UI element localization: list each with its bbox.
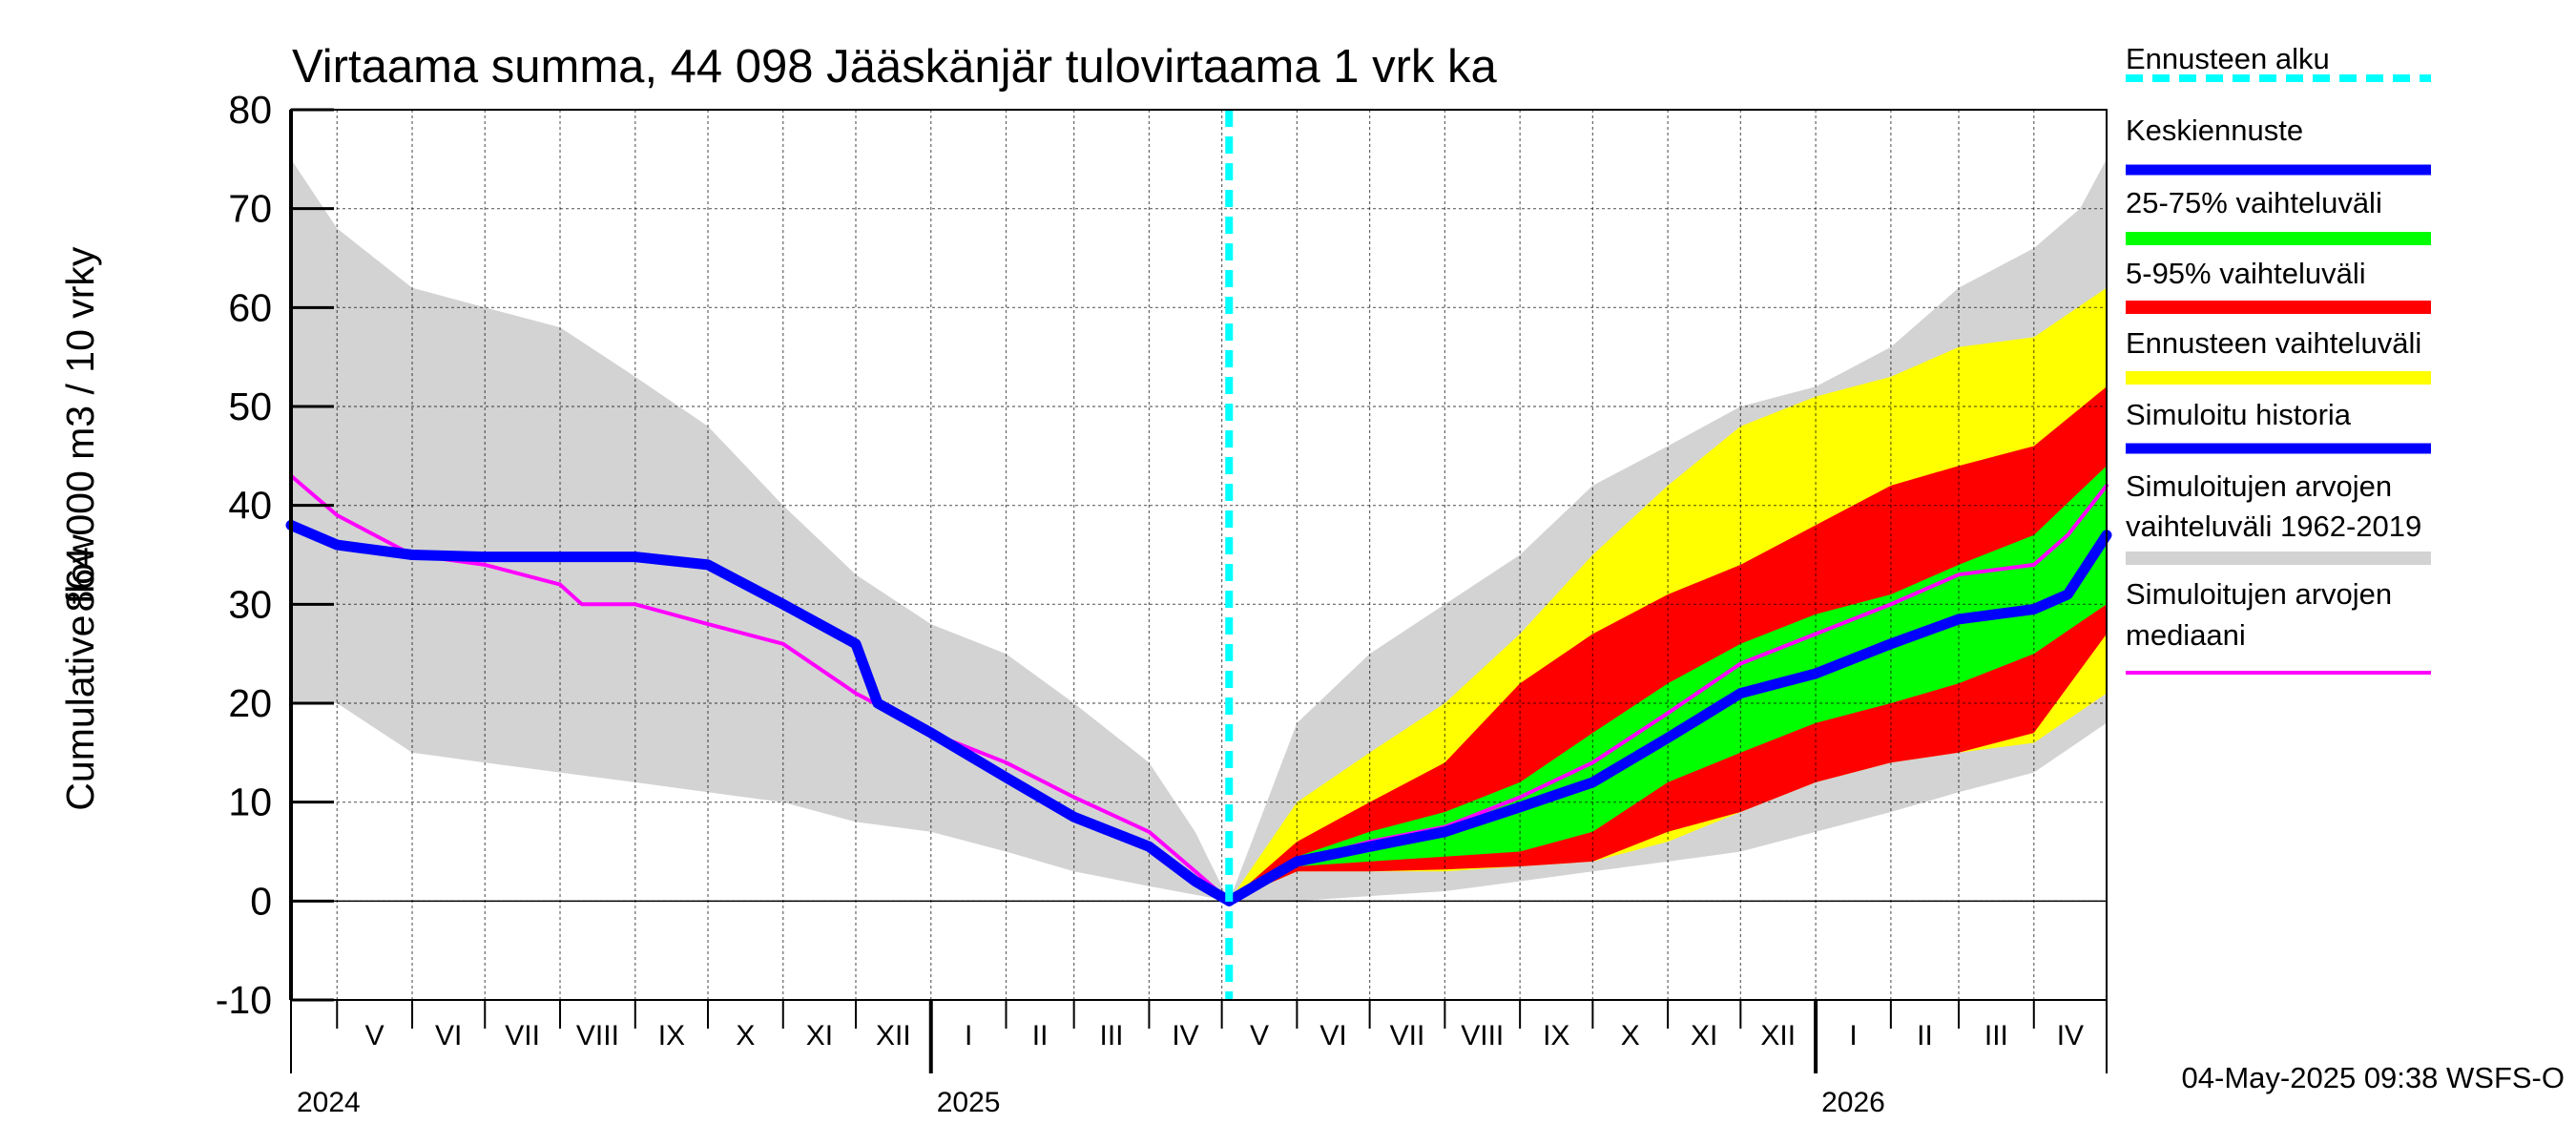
- legend-label-2: 25-75% vaihteluväli: [2126, 186, 2382, 219]
- month-label-18: XI: [1691, 1020, 1717, 1051]
- y-tick-label-7: 60: [228, 285, 272, 329]
- month-label-13: VI: [1319, 1020, 1346, 1051]
- month-label-9: II: [1032, 1020, 1049, 1051]
- legend-label-6: Simuloitujen arvojen: [2126, 469, 2392, 503]
- month-label-10: III: [1100, 1020, 1124, 1051]
- month-label-21: II: [1917, 1020, 1933, 1051]
- series-line-4: [289, 473, 2109, 904]
- y-tick-label-6: 50: [228, 385, 272, 428]
- month-label-11: IV: [1172, 1020, 1198, 1051]
- y-tick-label-5: 40: [228, 484, 272, 528]
- month-label-14: VII: [1390, 1020, 1425, 1051]
- y-axis-label-line1: Cumulative flow: [58, 534, 102, 811]
- y-tick-label-1: 0: [250, 879, 272, 923]
- legend-label-0: Ennusteen alku: [2126, 42, 2330, 75]
- y-tick-label-3: 20: [228, 681, 272, 725]
- y-tick-label-8: 70: [228, 187, 272, 231]
- year-label-1: 2025: [937, 1087, 1001, 1118]
- month-label-5: X: [736, 1020, 755, 1051]
- year-label-0: 2024: [297, 1087, 361, 1118]
- month-label-20: I: [1849, 1020, 1857, 1051]
- month-label-17: X: [1621, 1020, 1640, 1051]
- legend-label-4: Ennusteen vaihteluväli: [2126, 326, 2421, 360]
- y-axis-label-line2: 864 000 m3 / 10 vrky: [58, 246, 102, 612]
- month-label-15: VIII: [1461, 1020, 1504, 1051]
- month-label-0: V: [365, 1020, 384, 1051]
- year-label-2: 2026: [1821, 1087, 1885, 1118]
- month-label-16: IX: [1543, 1020, 1569, 1051]
- month-label-6: XI: [806, 1020, 833, 1051]
- legend-label-5: Simuloitu historia: [2126, 398, 2352, 431]
- month-label-4: IX: [658, 1020, 685, 1051]
- month-label-23: IV: [2057, 1020, 2084, 1051]
- legend-label-6-line2: vaihteluväli 1962-2019: [2126, 510, 2421, 543]
- legend-label-7: Simuloitujen arvojen: [2126, 577, 2392, 611]
- legend-label-3: 5-95% vaihteluväli: [2126, 257, 2366, 290]
- y-tick-label-2: 10: [228, 781, 272, 824]
- legend: Ennusteen alku Keskiennuste 25-75% vaihtel…: [2126, 42, 2431, 675]
- month-label-12: V: [1250, 1020, 1269, 1051]
- month-label-7: XII: [876, 1020, 911, 1051]
- month-label-3: VIII: [576, 1020, 619, 1051]
- month-label-1: VI: [435, 1020, 462, 1051]
- month-label-19: XII: [1760, 1020, 1796, 1051]
- chart-title: Virtaama summa, 44 098 Jääskänjär tulovi…: [292, 41, 1498, 93]
- y-tick-label-9: 80: [228, 88, 272, 132]
- legend-label-1: Keskiennuste: [2126, 114, 2303, 147]
- month-label-2: VII: [505, 1020, 540, 1051]
- month-label-8: I: [965, 1020, 972, 1051]
- y-tick-label-0: -10: [216, 978, 272, 1022]
- series-line-5: [285, 519, 1235, 906]
- series-line-6: [1223, 530, 2112, 906]
- legend-label-7-line2: mediaani: [2126, 618, 2246, 652]
- timestamp-footer: 04-May-2025 09:38 WSFS-O: [2182, 1061, 2565, 1094]
- month-label-22: III: [1984, 1020, 2008, 1051]
- y-tick-label-4: 30: [228, 582, 272, 626]
